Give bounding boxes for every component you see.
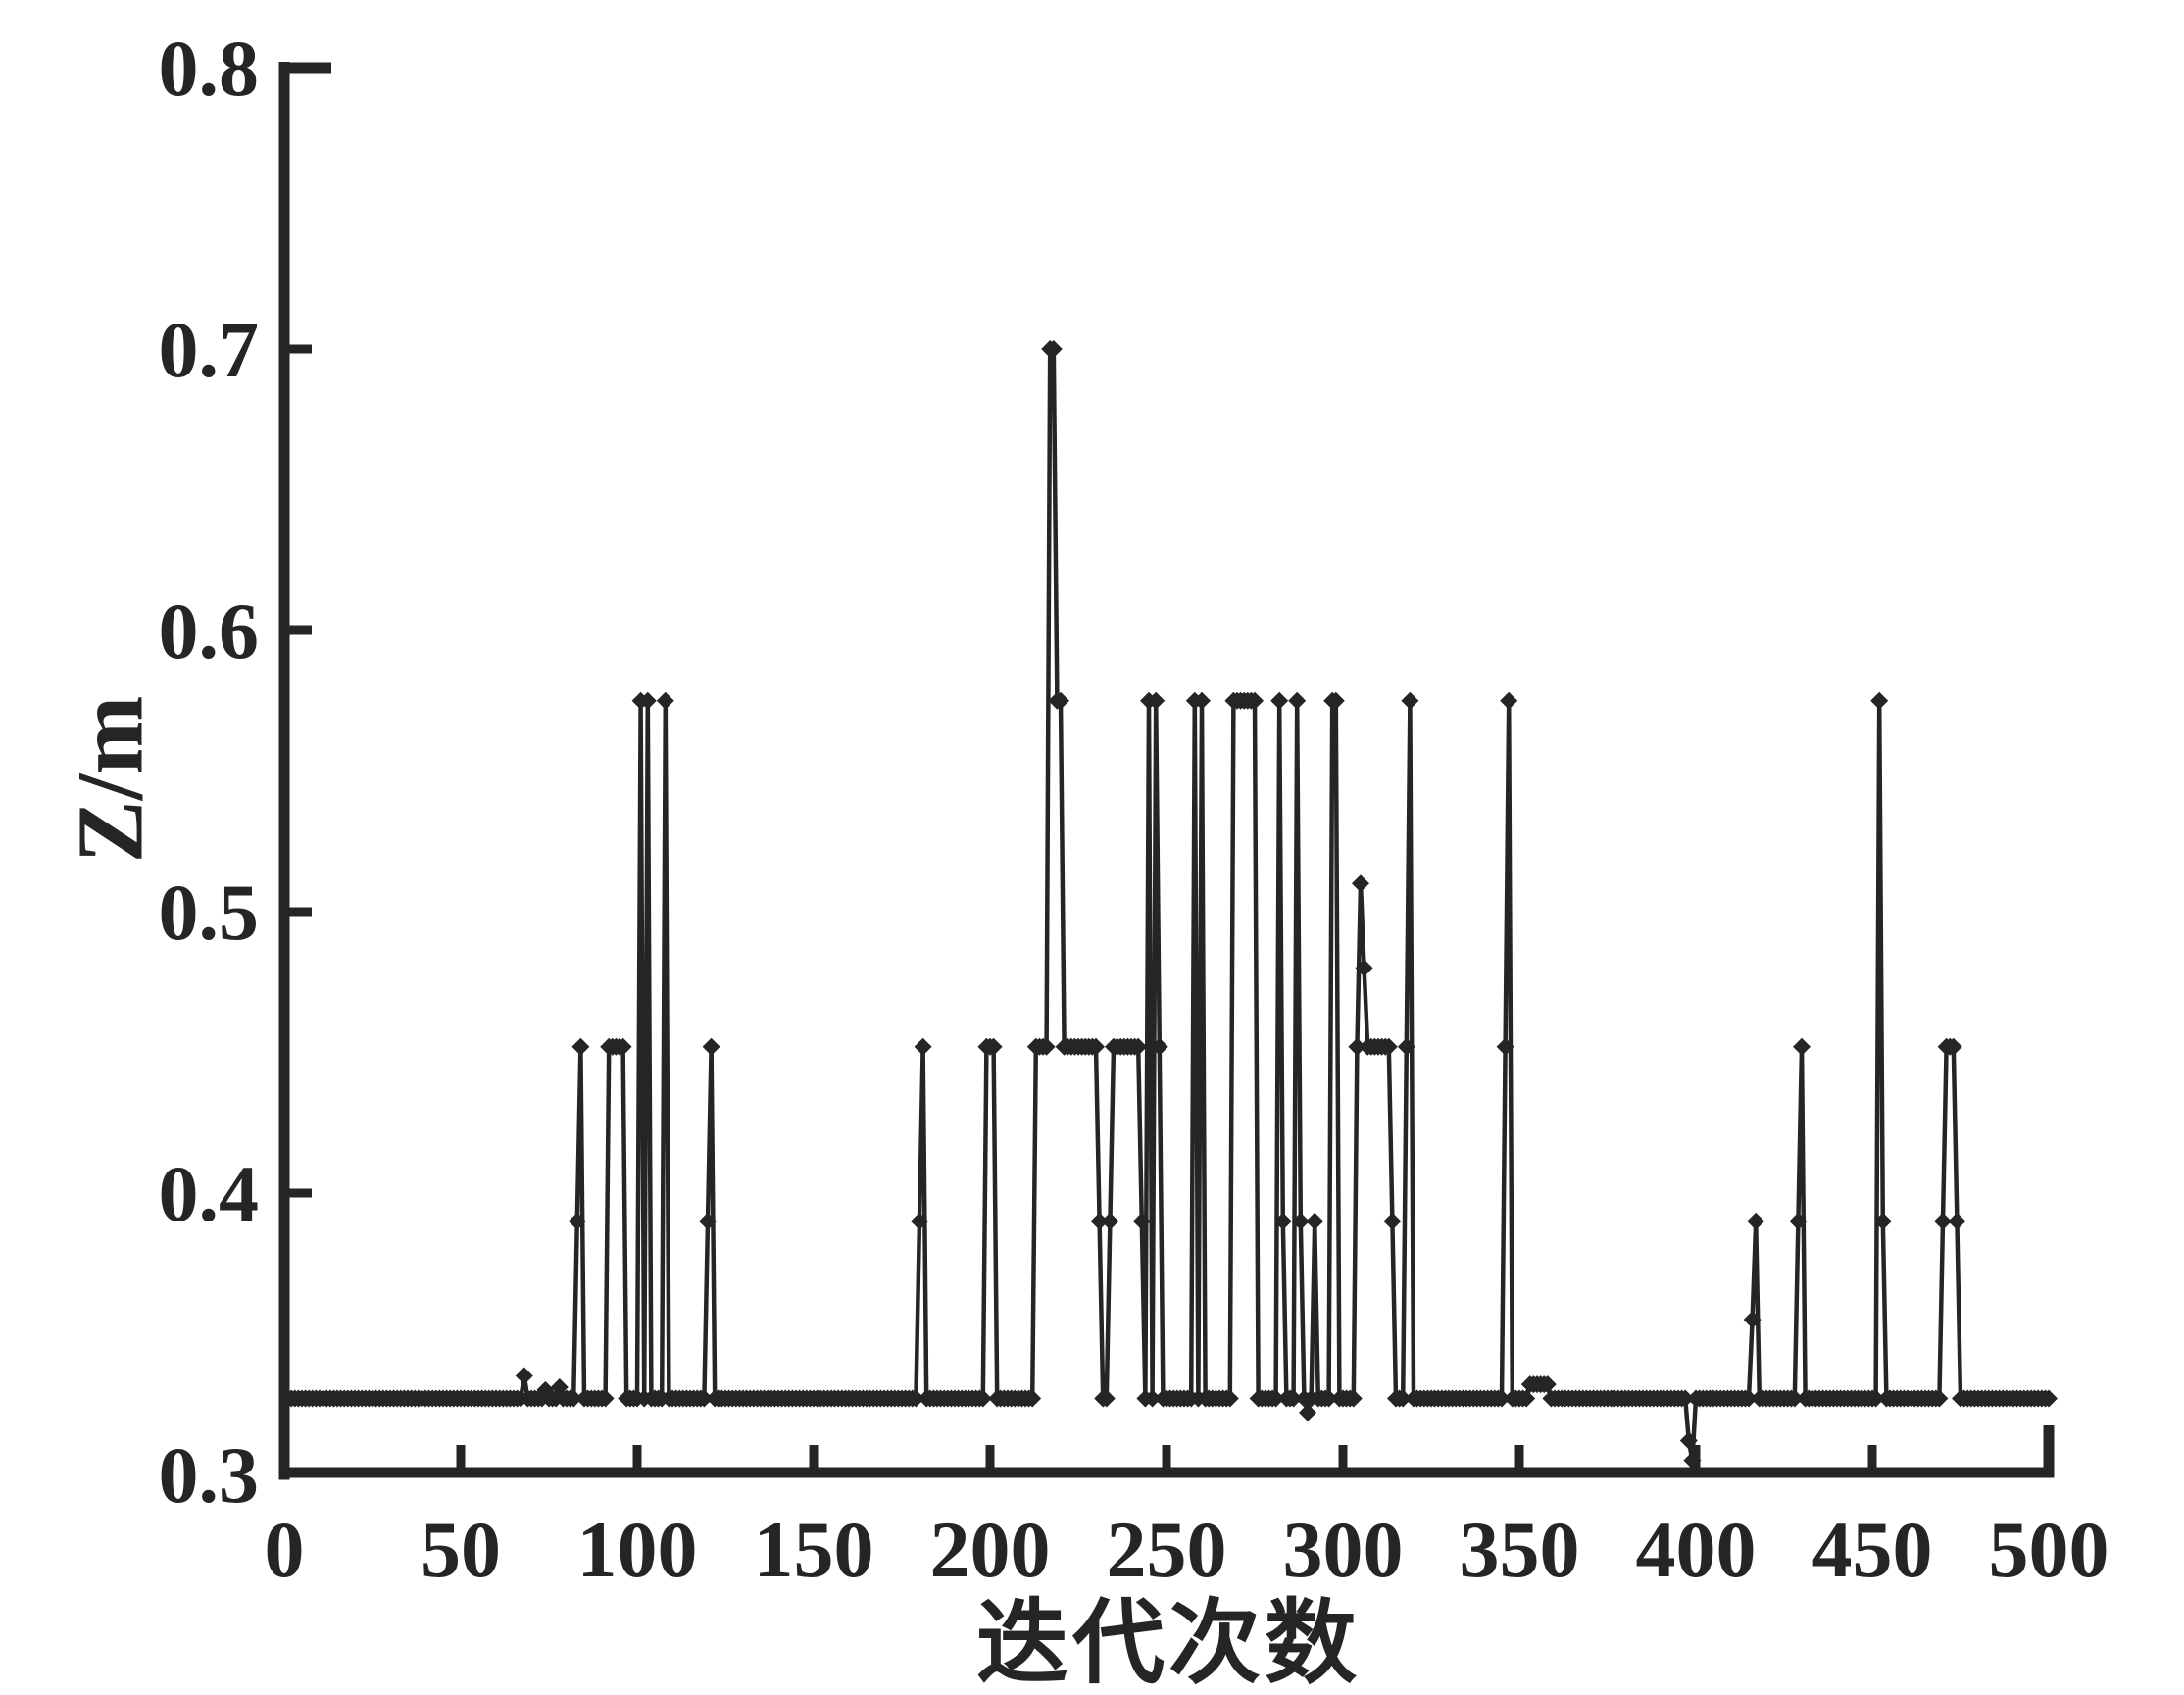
y-tick-label: 0.4 [159,1149,260,1238]
x-tick-label: 50 [421,1505,501,1594]
x-tick-label: 400 [1636,1505,1757,1594]
x-tick-label: 350 [1460,1505,1580,1594]
x-tick-labels: 0 50 100 150 200 250 300 350 400 450 500 [265,1505,2110,1594]
x-tick-label: 500 [1989,1505,2110,1594]
x-tick-label: 300 [1283,1505,1404,1594]
axis-lines [278,62,2055,1480]
x-tick-label: 150 [754,1505,874,1594]
data-series-markers [278,340,2059,1470]
data-series-line [287,346,2049,1462]
y-axis-label: Z/m [57,695,163,864]
y-tick-label: 0.5 [159,868,260,957]
x-tick-label: 100 [577,1505,698,1594]
axis-ticks [284,344,1877,1472]
x-tick-label: 450 [1812,1505,1933,1594]
y-tick-label: 0.7 [159,305,260,394]
y-tick-labels: 0.3 0.4 0.5 0.6 0.7 0.8 [159,24,260,1520]
y-tick-label: 0.8 [159,24,260,113]
x-axis-label: 迭代次数 [975,1593,1362,1695]
y-tick-label: 0.6 [159,586,260,675]
x-tick-label: 0 [265,1505,305,1594]
x-tick-label: 200 [930,1505,1051,1594]
x-tick-label: 250 [1107,1505,1227,1594]
y-tick-label: 0.3 [159,1430,260,1520]
